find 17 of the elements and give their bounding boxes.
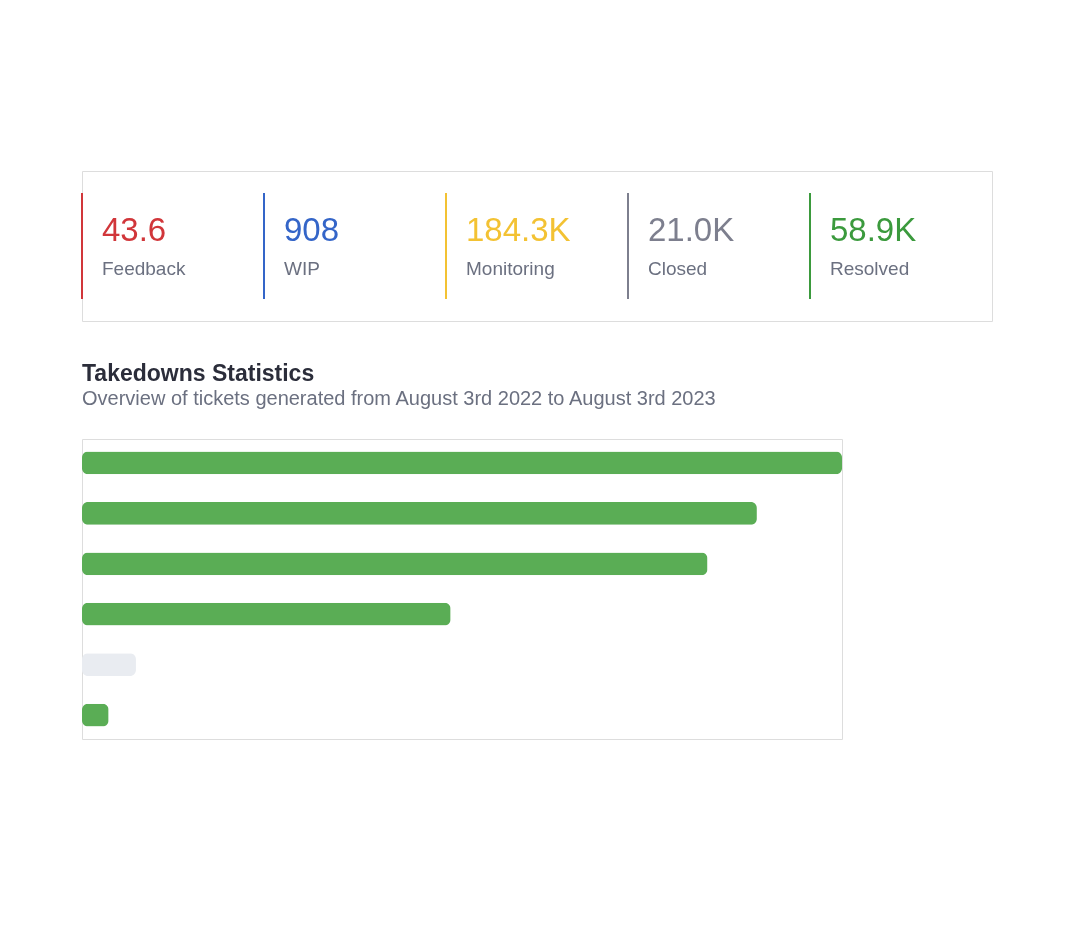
text: 21.0K <box>648 211 735 248</box>
category-label: WIP <box>284 258 320 279</box>
text: 58.9K <box>830 211 917 248</box>
category-label: Resolved <box>830 258 910 279</box>
bar <box>82 451 842 475</box>
chart-title: Takedowns Statistics <box>82 360 315 386</box>
text: 184.3K <box>466 211 571 248</box>
category-label: Monitoring <box>466 258 555 279</box>
text: 43.6 <box>102 211 167 248</box>
category-label: Feedback <box>102 258 186 279</box>
category-label: Closed <box>648 258 708 279</box>
chart-subtitle: Overview of tickets generated from August 3rd 2022 to August 3rd 2023 <box>82 387 716 409</box>
bar <box>82 602 451 626</box>
bar <box>82 502 757 525</box>
bar <box>82 653 136 676</box>
bar <box>82 552 708 576</box>
text: 908 <box>284 211 340 248</box>
